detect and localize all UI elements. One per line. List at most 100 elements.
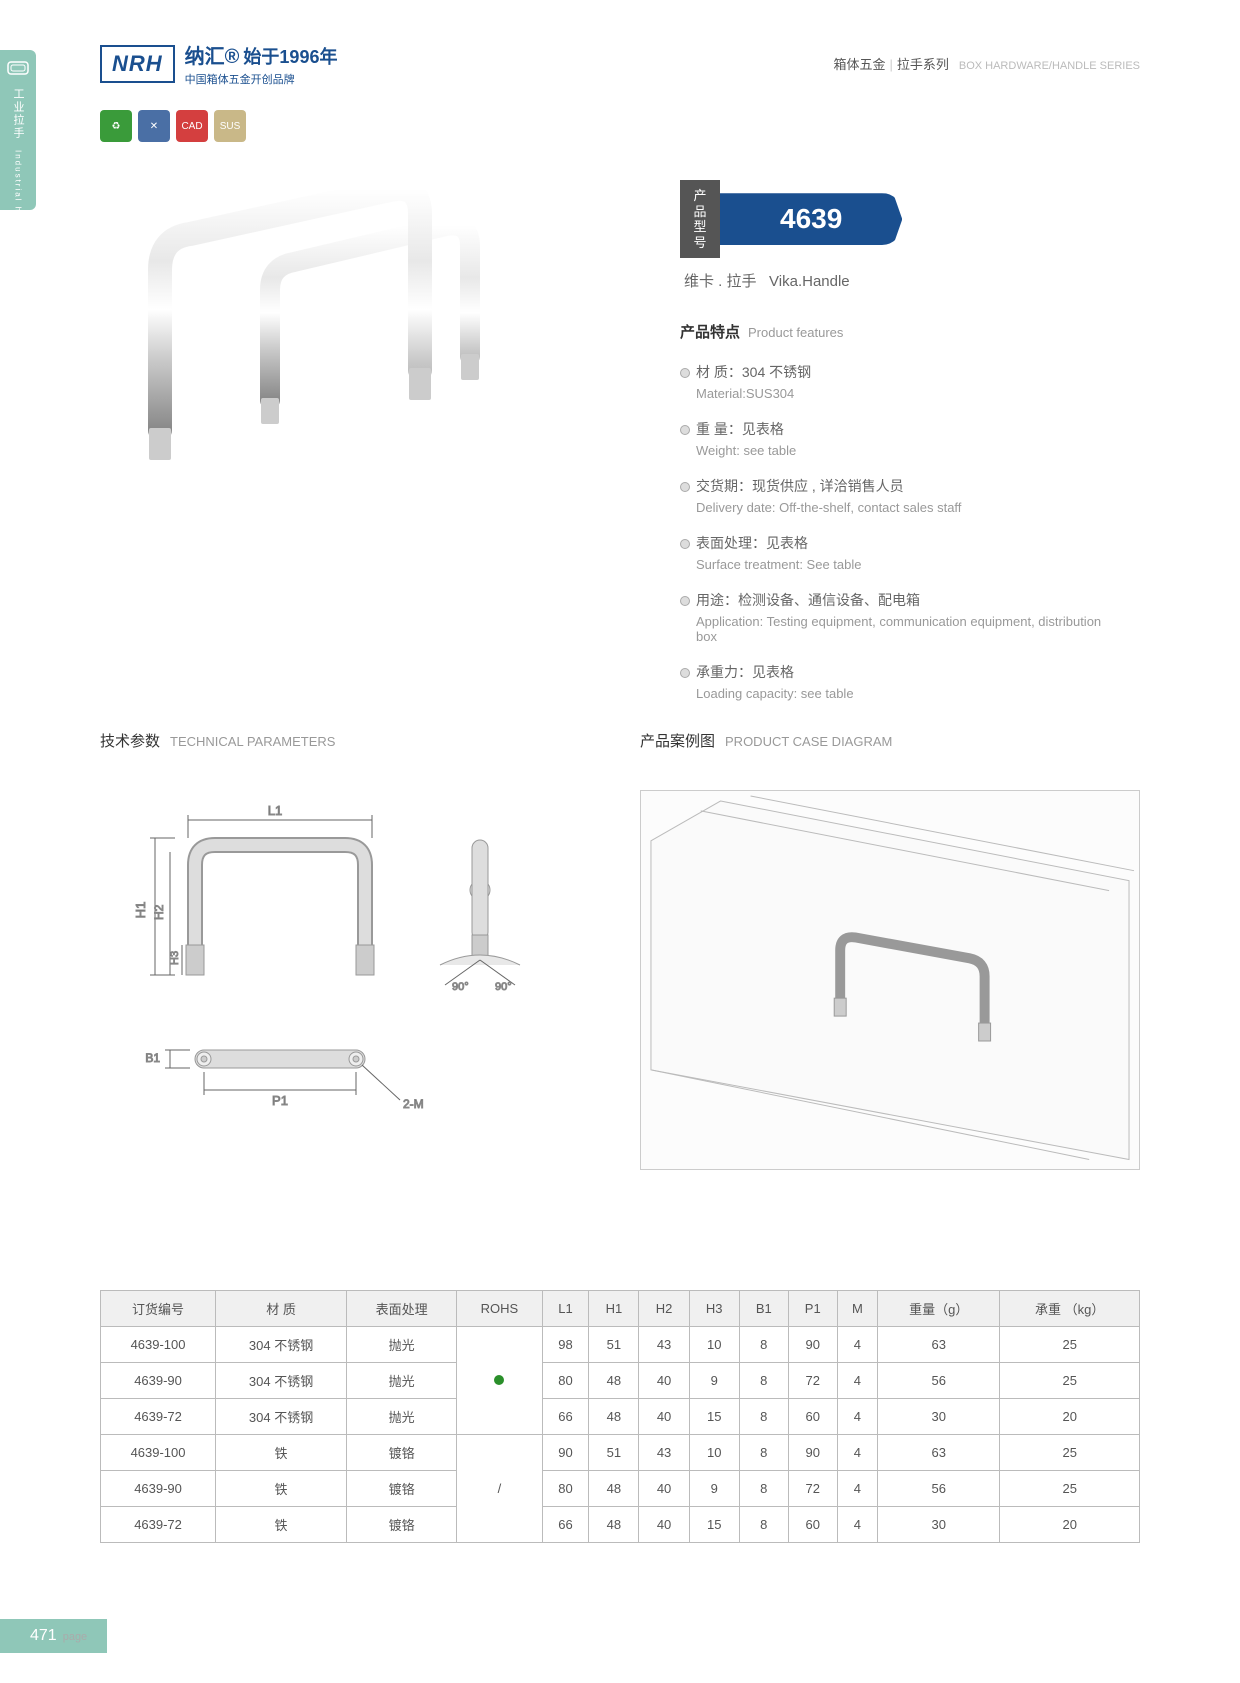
table-cell: 8 [739, 1399, 788, 1435]
table-cell: 4 [837, 1399, 877, 1435]
table-cell: 66 [542, 1399, 589, 1435]
table-cell: 66 [542, 1507, 589, 1543]
table-cell: 9 [689, 1363, 739, 1399]
rohs-dot-icon [494, 1375, 504, 1385]
case-diagram [640, 790, 1140, 1170]
table-cell: 10 [689, 1327, 739, 1363]
feature-item: 材 质：304 不锈钢Material:SUS304 [680, 362, 1120, 401]
logo-cn: 纳汇® [185, 46, 240, 68]
features-title-en: Product features [748, 325, 843, 340]
features-title-cn: 产品特点 [680, 324, 740, 341]
table-cell: 4639-100 [101, 1435, 216, 1471]
feature-cn: 表面处理：见表格 [696, 533, 1120, 553]
table-cell: 56 [878, 1363, 1000, 1399]
table-cell: 90 [788, 1435, 837, 1471]
table-header: 重量（g） [878, 1291, 1000, 1327]
cat-sub: 拉手系列 [897, 57, 949, 72]
svg-text:H1: H1 [133, 902, 148, 919]
features-list: 材 质：304 不锈钢Material:SUS304 重 量：见表格 Weight:… [680, 362, 1120, 701]
table-cell [457, 1327, 543, 1435]
feature-item: 表面处理：见表格Surface treatment: See table [680, 533, 1120, 572]
table-cell: 48 [589, 1363, 639, 1399]
feature-cn: 交货期：现货供应 , 详洽销售人员 [696, 476, 1120, 496]
table-cell: 90 [542, 1435, 589, 1471]
table-cell: 25 [1000, 1327, 1140, 1363]
feature-cn: 承重力：见表格 [696, 662, 1120, 682]
table-cell: 40 [639, 1363, 689, 1399]
table-cell: 30 [878, 1507, 1000, 1543]
model-name-en: Vika.Handle [769, 273, 850, 290]
table-cell: 4 [837, 1435, 877, 1471]
table-cell: 4639-100 [101, 1327, 216, 1363]
feature-item: 交货期：现货供应 , 详洽销售人员Delivery date: Off-the-… [680, 476, 1120, 515]
page-header: NRH 纳汇®始于1996年 中国箱体五金开创品牌 箱体五金|拉手系列BOX H… [100, 40, 1140, 87]
model-number: 4639 [720, 193, 902, 245]
table-cell: 98 [542, 1327, 589, 1363]
table-cell: 15 [689, 1507, 739, 1543]
table-cell: 8 [739, 1471, 788, 1507]
svg-text:H2: H2 [152, 904, 166, 920]
section-titles: 技术参数TECHNICAL PARAMETERS 产品案例图PRODUCT CA… [100, 730, 1140, 751]
table-cell: 15 [689, 1399, 739, 1435]
table-header: 材 质 [216, 1291, 347, 1327]
table-cell: 56 [878, 1471, 1000, 1507]
feature-en: Weight: see table [696, 443, 1120, 458]
table-cell: 4639-72 [101, 1507, 216, 1543]
svg-text:P1: P1 [272, 1093, 288, 1108]
table-cell: 4639-90 [101, 1471, 216, 1507]
table-cell: 43 [639, 1435, 689, 1471]
model-info: 产品型号 4639 维卡 . 拉手 Vika.Handle 产品特点Produc… [680, 180, 1120, 719]
table-cell: 铁 [216, 1507, 347, 1543]
table-cell: 20 [1000, 1507, 1140, 1543]
feature-cn: 重 量：见表格 [696, 419, 1120, 439]
table-cell: 304 不锈钢 [216, 1363, 347, 1399]
table-header: 订货编号 [101, 1291, 216, 1327]
table-cell: 63 [878, 1327, 1000, 1363]
table-cell: 25 [1000, 1363, 1140, 1399]
cert-badges: ♻ ✕ CAD SUS [100, 110, 246, 142]
table-cell: 60 [788, 1399, 837, 1435]
table-cell: 4 [837, 1507, 877, 1543]
table-row: 4639-72铁镀铬6648401586043020 [101, 1507, 1140, 1543]
svg-text:B1: B1 [145, 1051, 160, 1065]
table-cell: 51 [589, 1435, 639, 1471]
table-row: 4639-90304 不锈钢抛光 804840987245625 [101, 1363, 1140, 1399]
table-cell: / [457, 1435, 543, 1543]
table-cell: 4639-90 [101, 1363, 216, 1399]
table-header: B1 [739, 1291, 788, 1327]
case-title-cn: 产品案例图 [640, 733, 715, 750]
table-cell: 72 [788, 1363, 837, 1399]
table-cell: 4 [837, 1363, 877, 1399]
svg-text:2-M: 2-M [403, 1097, 424, 1111]
logo-sub: 中国箱体五金开创品牌 [185, 71, 338, 87]
table-cell: 48 [589, 1471, 639, 1507]
feature-item: 承重力：见表格Loading capacity: see table [680, 662, 1120, 701]
svg-text:90°: 90° [452, 981, 469, 993]
svg-text:L1: L1 [268, 803, 282, 818]
feature-item: 用途：检测设备、通信设备、配电箱Application: Testing equ… [680, 590, 1120, 644]
header-category: 箱体五金|拉手系列BOX HARDWARE/HANDLE SERIES [833, 54, 1140, 73]
table-cell: 90 [788, 1327, 837, 1363]
table-cell: 80 [542, 1363, 589, 1399]
handle-icon [4, 58, 32, 78]
table-cell: 304 不锈钢 [216, 1399, 347, 1435]
diagrams: L1 H1 H2 H3 90° 90° B1 [100, 790, 1140, 1170]
table-cell: 43 [639, 1327, 689, 1363]
cat-en: BOX HARDWARE/HANDLE SERIES [959, 60, 1140, 72]
table-cell: 25 [1000, 1435, 1140, 1471]
table-cell: 8 [739, 1363, 788, 1399]
table-cell: 铁 [216, 1435, 347, 1471]
badge-sus-icon: SUS [214, 110, 246, 142]
table-cell: 60 [788, 1507, 837, 1543]
logo-badge: NRH [100, 45, 175, 83]
table-header: L1 [542, 1291, 589, 1327]
table-cell: 80 [542, 1471, 589, 1507]
table-cell: 抛光 [347, 1327, 457, 1363]
table-cell: 72 [788, 1471, 837, 1507]
table-header: 表面处理 [347, 1291, 457, 1327]
table-cell: 抛光 [347, 1363, 457, 1399]
table-cell: 抛光 [347, 1399, 457, 1435]
table-cell: 4 [837, 1327, 877, 1363]
feature-cn: 用途：检测设备、通信设备、配电箱 [696, 590, 1120, 610]
product-image [130, 180, 530, 580]
